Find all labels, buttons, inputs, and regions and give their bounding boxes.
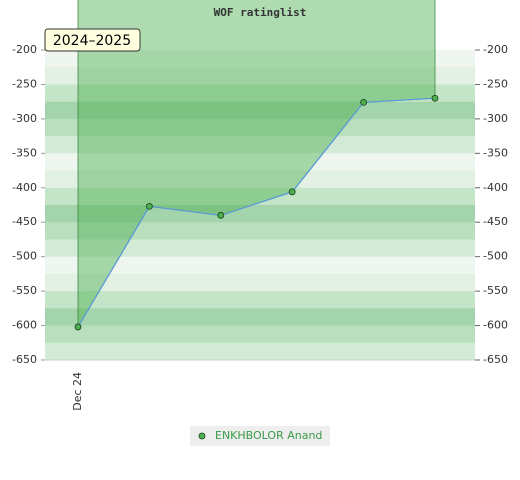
band [45,239,475,258]
band [45,291,475,309]
band [45,84,475,103]
legend-marker [198,432,206,440]
band [45,256,475,275]
band [45,67,475,85]
point [431,94,439,102]
y-tick-label: -550 [12,284,37,297]
y-tick-label: -200 [12,43,37,56]
y-tick-label: -350 [12,146,37,159]
y-tick-label: -600 [12,319,37,332]
x-tick-label: Dec 24 [71,372,84,411]
band [45,101,475,120]
legend-label: ENKHBOLOR Anand [215,429,322,442]
band [45,153,475,172]
y2-tick-label: -600 [483,319,508,332]
band [45,187,475,206]
y-tick-label: -500 [12,250,37,263]
band [45,50,475,68]
band [45,136,475,154]
band [45,118,475,137]
band [45,308,475,327]
point [145,202,153,210]
point [360,98,368,106]
y-tick-label: -300 [12,112,37,125]
plot-background [45,50,475,361]
band [45,342,475,361]
y2-tick-label: -500 [483,250,508,263]
y2-tick-label: -400 [483,181,508,194]
y2-tick-label: -650 [483,353,508,366]
chart-title: WOF ratinglist [214,6,307,19]
badge [44,28,141,52]
band [45,222,475,240]
point [74,323,82,331]
y2-tick-label: -350 [483,146,508,159]
y2-tick-label: -200 [483,43,508,56]
y-tick-label: -400 [12,181,37,194]
y-tick-label: -250 [12,77,37,90]
point [288,188,296,196]
band [45,325,475,344]
y-tick-label: -650 [12,353,37,366]
point [217,211,225,219]
band [45,170,475,189]
band [45,205,475,223]
y2-tick-label: -550 [483,284,508,297]
line [77,97,436,328]
y2-tick-label: -300 [483,112,508,125]
y2-tick-label: -250 [483,77,508,90]
period-label: 2024–2025 [53,33,131,49]
y2-tick-label: -450 [483,215,508,228]
band [45,273,475,292]
y-tick-label: -450 [12,215,37,228]
legend [190,426,330,446]
